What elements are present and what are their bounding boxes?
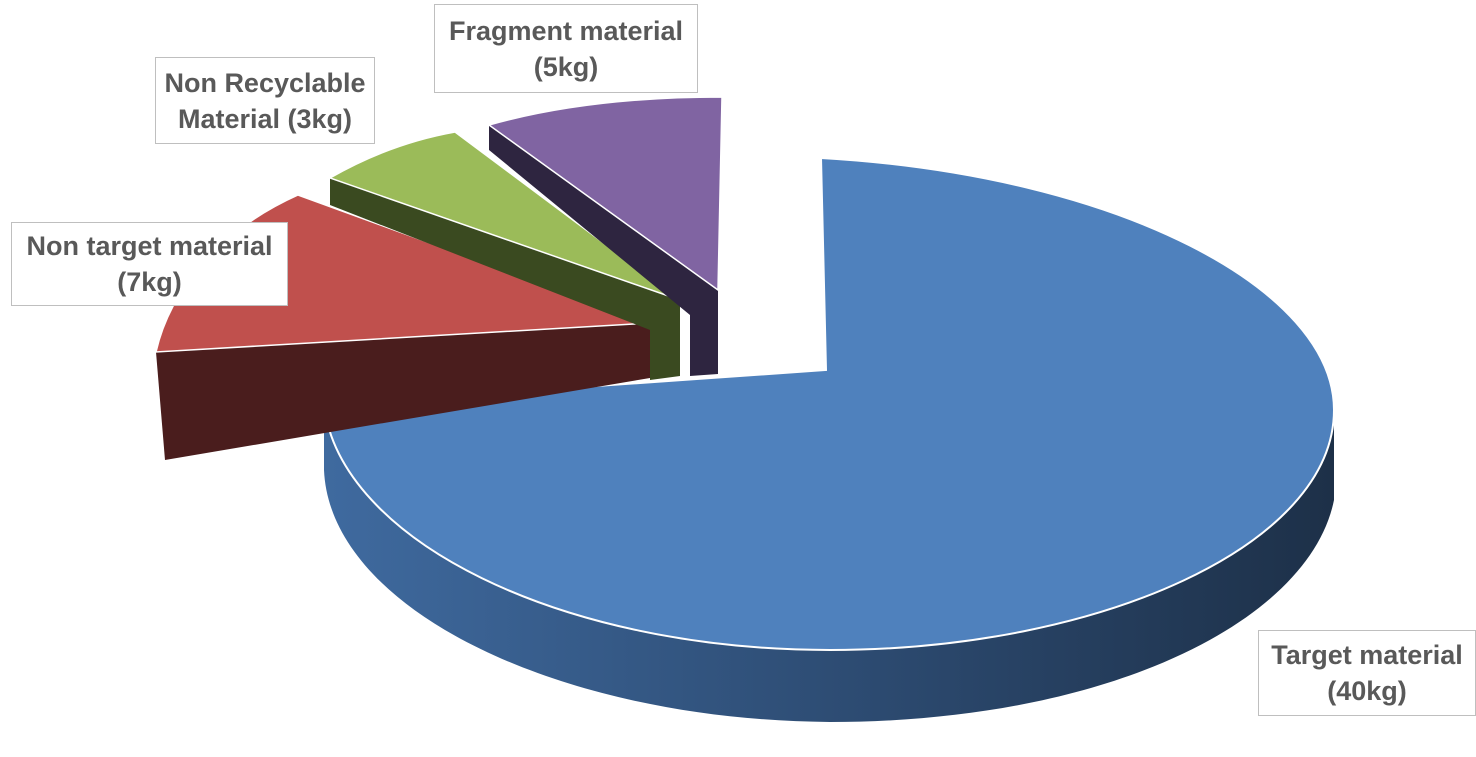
slice-top-fragment-material: [487, 96, 723, 292]
slice-side-non-target-material: [156, 323, 650, 460]
slice-side-target-material: [324, 405, 1334, 722]
slice-top-target-material: [322, 156, 1336, 652]
data-label-non-recyclable-material: Non Recyclable Material (3kg): [155, 57, 375, 144]
pie-slice-non-recyclable-material: [328, 131, 681, 380]
slice-top-non-recyclable-material: [328, 131, 681, 301]
pie-slice-target-material: [322, 156, 1336, 722]
slice-side-non-recyclable-material: [330, 178, 680, 380]
data-label-target-material-value: (40kg): [1327, 676, 1407, 706]
data-label-fragment-material-name: Fragment material: [448, 15, 684, 46]
data-label-non-recyclable-material-value: Material (3kg): [177, 103, 353, 134]
pie-slice-fragment-material: [487, 96, 723, 376]
data-label-non-recyclable-material-name: Non Recyclable: [164, 67, 366, 98]
data-label-fragment-material: Fragment material (5kg): [434, 4, 698, 93]
data-label-target-material: Target material (40kg): [1258, 630, 1476, 716]
data-label-target-material-name: Target material: [1271, 640, 1463, 670]
data-label-non-target-material: Non target material (7kg): [11, 222, 288, 306]
data-label-non-target-material-name: Non target material: [26, 231, 273, 261]
data-label-non-target-material-value: (7kg): [117, 267, 182, 297]
data-label-fragment-material-value: (5kg): [533, 51, 599, 82]
slice-side-fragment-material: [489, 125, 718, 376]
